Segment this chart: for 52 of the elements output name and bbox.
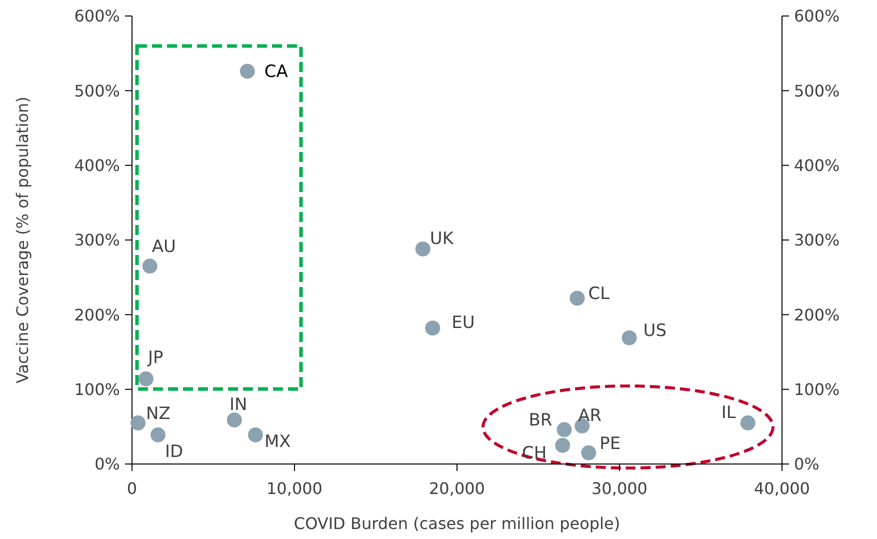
y-tick-label: 0%	[94, 454, 120, 474]
x-axis-title: COVID Burden (cases per million people)	[294, 514, 620, 533]
point	[130, 415, 146, 430]
y-tick-label: 500%	[74, 81, 120, 100]
annotation: PE	[600, 434, 621, 454]
y-tick-label: 400%	[74, 156, 120, 175]
x-tick-label: 30,000	[592, 479, 648, 498]
annotation: EU	[452, 313, 475, 334]
annotation: US	[643, 320, 666, 341]
annotation: AR	[578, 406, 602, 426]
y-tick-label: 200%	[74, 305, 120, 324]
point	[142, 258, 158, 274]
point	[248, 427, 263, 442]
y-tick-label: 600%	[74, 6, 120, 26]
annotation: IN	[230, 394, 248, 415]
annotation: BR	[528, 410, 552, 431]
y2-tick-label: 200%	[794, 305, 840, 324]
point	[150, 427, 166, 442]
annotation: NZ	[146, 404, 170, 424]
x-tick-label: 20,000	[429, 479, 485, 498]
y2-tick-label: 600%	[794, 6, 840, 26]
annotation: CA	[264, 62, 288, 82]
annotation: AU	[152, 237, 176, 258]
point	[555, 438, 570, 453]
point	[740, 415, 756, 430]
point	[138, 371, 154, 386]
y2-tick-label: 100%	[794, 380, 840, 399]
annotation: UK	[430, 228, 454, 249]
point	[415, 241, 430, 256]
x-tick-label: 40,000	[754, 479, 810, 498]
y-tick-label: 100%	[74, 380, 120, 399]
point	[570, 290, 585, 306]
annotation: MX	[264, 432, 292, 452]
x-tick-label: 10,000	[266, 479, 322, 498]
annotation: CL	[588, 284, 610, 304]
annotation: JP	[146, 348, 164, 368]
annotation: IL	[721, 402, 736, 423]
y2-tick-label: 500%	[794, 81, 840, 100]
y2-tick-label: 0%	[794, 454, 820, 474]
point	[556, 422, 572, 438]
x-tick-label: 0	[126, 479, 138, 498]
point	[240, 64, 255, 79]
y-tick-label: 300%	[74, 230, 120, 250]
y-axis-title: Vaccine Coverage (% of population)	[13, 96, 32, 384]
annotation: ID	[165, 442, 184, 462]
point	[226, 412, 242, 428]
annotation: CH	[522, 443, 547, 464]
point	[622, 330, 637, 346]
point	[425, 320, 440, 336]
point	[581, 445, 596, 460]
y2-tick-label: 400%	[794, 156, 840, 175]
y2-tick-label: 300%	[794, 230, 840, 250]
